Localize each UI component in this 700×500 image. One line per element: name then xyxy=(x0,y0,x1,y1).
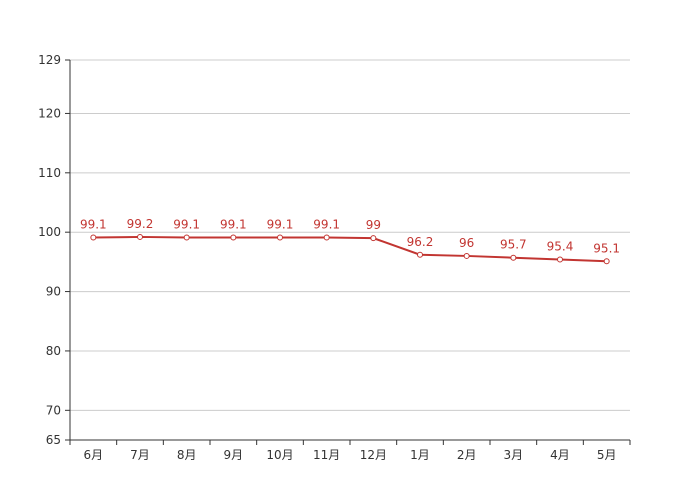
data-label: 99.1 xyxy=(267,218,294,232)
data-point xyxy=(510,254,517,261)
data-point xyxy=(557,256,563,263)
y-tick-label: 100 xyxy=(38,225,61,239)
data-point xyxy=(463,252,470,259)
x-tick-label: 2月 xyxy=(457,448,477,462)
data-point xyxy=(137,233,143,240)
data-label: 99.1 xyxy=(80,218,107,232)
y-tick-label: 80 xyxy=(46,344,61,358)
axes xyxy=(65,59,631,445)
y-tick-label: 129 xyxy=(38,53,61,67)
data-label: 99.1 xyxy=(173,218,200,232)
x-tick-label: 10月 xyxy=(266,448,293,462)
data-labels: 99.1 99.2 99.1 99.1 99.1 99.1 99 96.2 96 95.7 95.4… xyxy=(80,217,620,255)
data-point xyxy=(90,234,97,241)
data-label: 96 xyxy=(459,236,474,250)
y-tick-label: 90 xyxy=(46,285,61,299)
data-label: 99.2 xyxy=(127,217,154,231)
x-tick-label: 3月 xyxy=(504,448,524,462)
y-tick-label: 110 xyxy=(38,166,61,180)
x-tick-label: 1月 xyxy=(410,448,430,462)
x-tick-label: 6月 xyxy=(84,448,104,462)
x-tick-labels: 6月 7月 8月 9月 10月 11月 12月 1月 2月 3月 4月 5月 xyxy=(84,448,617,462)
data-point xyxy=(277,234,283,241)
data-point xyxy=(183,234,190,241)
x-tick-label: 7月 xyxy=(130,448,150,462)
y-tick-label: 70 xyxy=(46,403,61,417)
x-tick-label: 8月 xyxy=(177,448,197,462)
gridlines xyxy=(70,59,630,411)
x-tick-label: 11月 xyxy=(313,448,340,462)
series xyxy=(90,233,610,265)
y-tick-label: 65 xyxy=(46,433,61,447)
data-point xyxy=(323,234,330,241)
series-line xyxy=(93,235,607,263)
data-point xyxy=(417,251,423,258)
y-tick-labels: 65 70 80 90 100 110 120 129 xyxy=(38,53,61,447)
x-tick-label: 12月 xyxy=(360,448,387,462)
data-label: 96.2 xyxy=(407,235,434,249)
data-label: 99.1 xyxy=(220,218,247,232)
data-label: 99.1 xyxy=(313,218,340,232)
data-point xyxy=(370,235,377,242)
x-tick-label: 9月 xyxy=(224,448,244,462)
x-tick-label: 4月 xyxy=(550,448,570,462)
data-label: 99 xyxy=(366,218,381,232)
data-label: 95.4 xyxy=(547,240,574,254)
data-label: 95.7 xyxy=(500,238,527,252)
y-tick-label: 120 xyxy=(38,106,61,120)
data-point xyxy=(230,234,237,241)
data-label: 95.1 xyxy=(593,241,620,255)
data-point xyxy=(603,258,610,265)
x-tick-label: 5月 xyxy=(597,448,617,462)
